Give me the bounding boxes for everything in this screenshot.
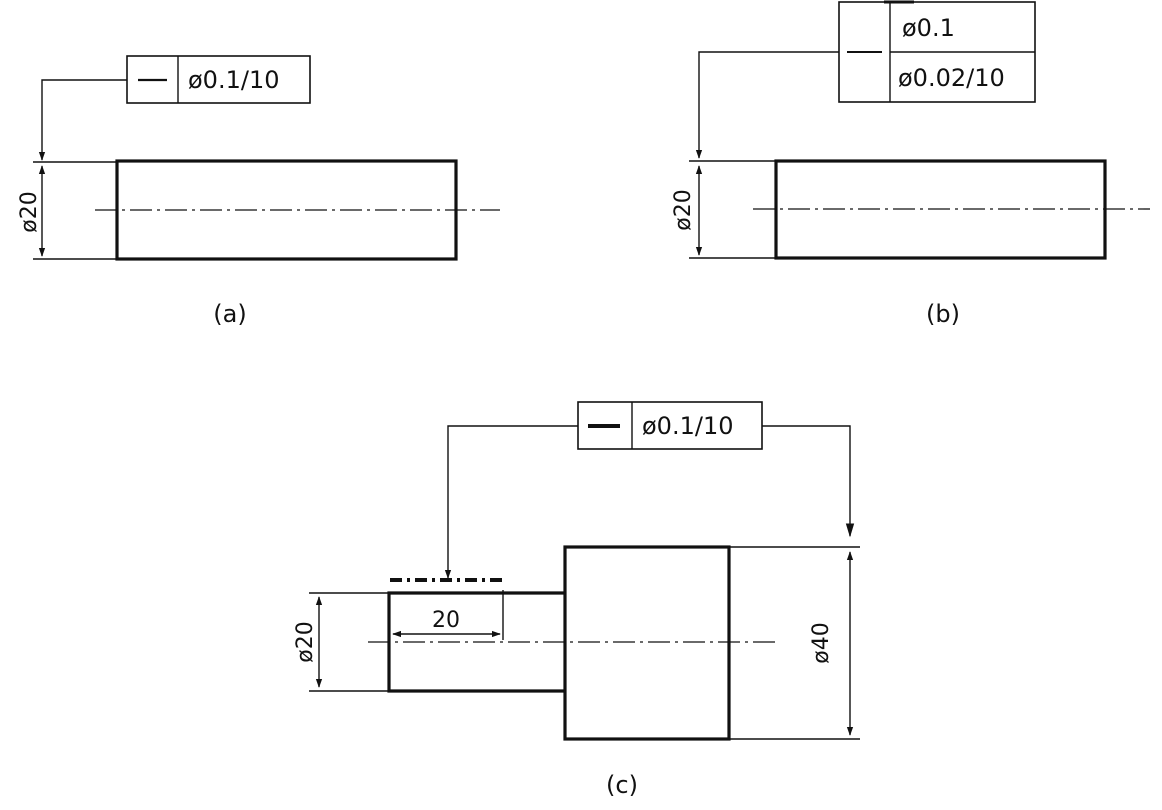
tolerance-frame-a: ø0.1/10 (126, 55, 311, 104)
large-shaft-outline (563, 545, 731, 741)
tolerance-frame-c: ø0.1/10 (577, 401, 763, 450)
caption-a: (a) (213, 300, 246, 328)
length-dimension-label: 20 (432, 608, 460, 633)
figure-a: ø0.1/10 ø20 (a) (17, 55, 500, 328)
tolerance-value-b-top: ø0.1 (902, 14, 955, 42)
figure-c: ø0.1/10 ø20 20 ø40 (c) (293, 401, 860, 799)
dimension-label-c-small: ø20 (293, 621, 318, 662)
figure-b: ø0.1 ø0.02/10 ø20 (b) (671, 0, 1150, 328)
tolerance-frame-b: ø0.1 ø0.02/10 (838, 1, 1036, 103)
leader-line-a (38, 79, 127, 161)
dimension-label-b: ø20 (671, 189, 696, 230)
caption-c: (c) (606, 771, 638, 799)
tolerance-value-b-bottom: ø0.02/10 (898, 64, 1005, 92)
dimension-label-a: ø20 (17, 191, 42, 232)
caption-b: (b) (926, 300, 960, 328)
leader-line-c-right (762, 425, 855, 538)
tolerance-value-c: ø0.1/10 (642, 412, 733, 440)
leader-line-c-left (444, 425, 578, 579)
tolerance-value-a: ø0.1/10 (188, 66, 279, 94)
leader-line-b (695, 51, 839, 159)
dimension-label-c-large: ø40 (809, 622, 834, 663)
